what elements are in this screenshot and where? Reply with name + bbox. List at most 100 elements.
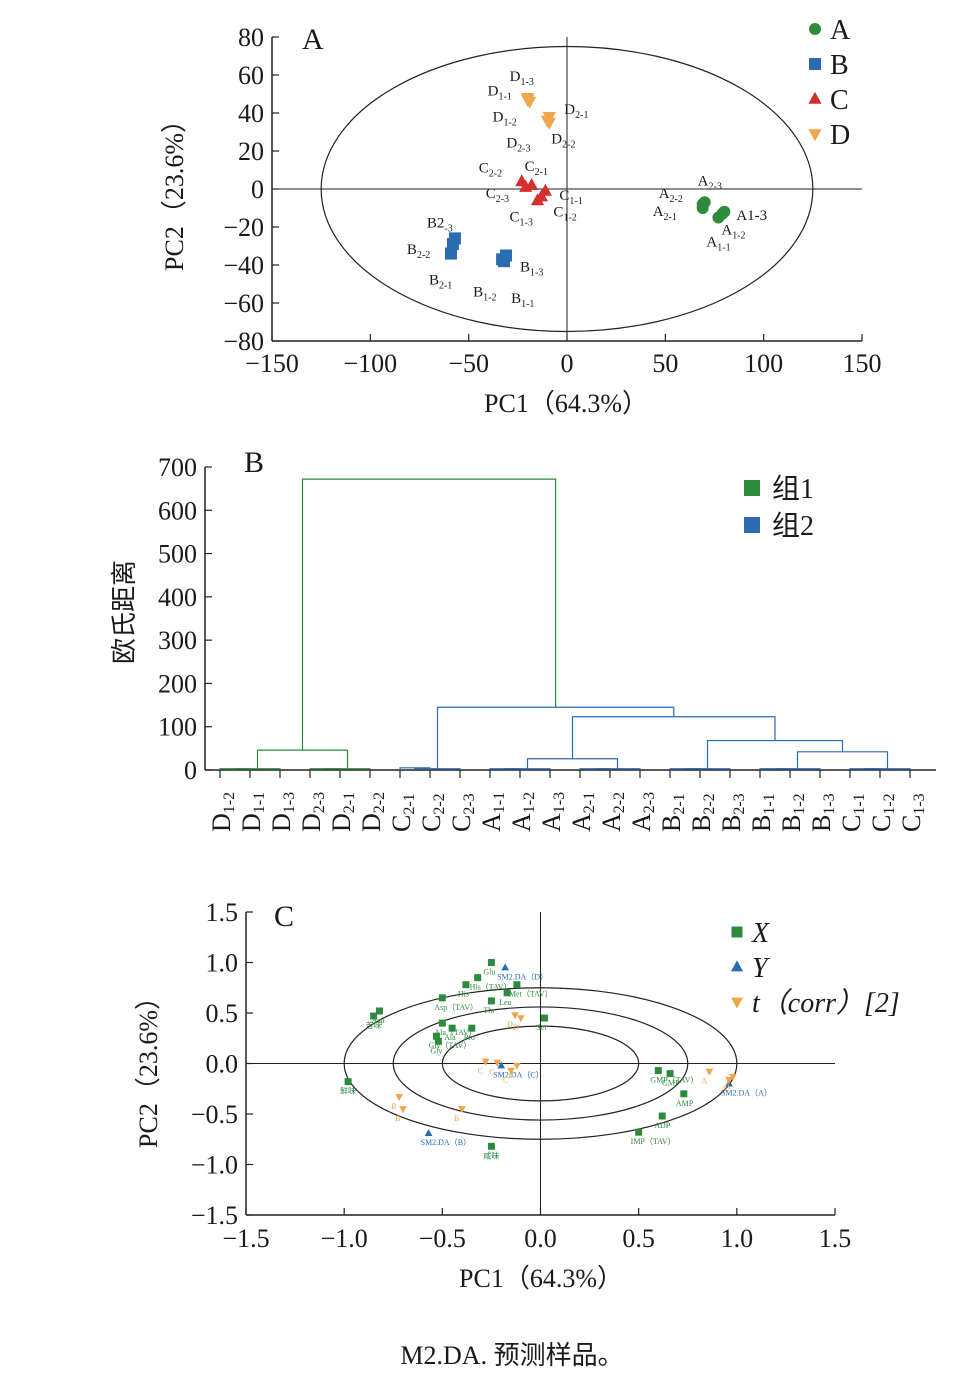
panel-c-point-label: SM2.DA（D） xyxy=(497,973,548,982)
panel-c-point xyxy=(487,1142,495,1150)
panel-b-legend-label: 组2 xyxy=(772,510,814,542)
panel-c-point xyxy=(370,1012,378,1020)
panel-a-point-label: A2-1 xyxy=(653,204,677,223)
panel-b-ytick-label: 600 xyxy=(158,496,197,525)
panel-a-ytick-label: 80 xyxy=(238,23,264,52)
panel-c-point xyxy=(680,1090,688,1098)
figure-caption: M2.DA. 预测样品。 xyxy=(400,1341,623,1370)
panel-c-xtick-label: 0.5 xyxy=(622,1224,655,1253)
panel-c-point-label: His（TAV） xyxy=(470,983,512,992)
panel-c-point-label: GMP（TAV） xyxy=(650,1076,698,1085)
panel-b-leaf-label: A1-2 xyxy=(507,792,538,832)
panel-c-point xyxy=(513,981,521,989)
panel-b-tree xyxy=(219,478,911,770)
panel-c-point xyxy=(432,1032,440,1040)
panel-a-point-a xyxy=(698,196,711,209)
panel-b-leaf-label: C1-2 xyxy=(867,793,898,832)
panel-c-point-label: C xyxy=(478,1066,483,1075)
panel-b-leaf-label: B1-3 xyxy=(807,793,838,832)
panel-a-legend-label: D xyxy=(830,120,850,151)
panel-b-leaf-label: D2-3 xyxy=(297,792,328,832)
panel-a-point-label: B1-2 xyxy=(473,284,496,303)
panel-b-branch xyxy=(325,768,371,770)
panel-b-leaf-label: D1-3 xyxy=(267,792,298,832)
panel-a-ytick-label: −20 xyxy=(223,213,264,242)
panel-c-xtick-label: 1.0 xyxy=(721,1224,754,1253)
panel-a-point-b xyxy=(444,247,457,260)
panel-b-leaf-label: C2-3 xyxy=(447,793,478,832)
panel-c-point xyxy=(468,1024,476,1032)
panel-a-xlabel: PC1（64.3%） xyxy=(484,389,648,418)
panel-a-point-c xyxy=(530,193,545,206)
panel-c-point-label: 鲜味 xyxy=(340,1086,356,1096)
panel-c-xtick-label: −0.5 xyxy=(419,1224,466,1253)
panel-c-point-label: B xyxy=(395,1114,400,1123)
panel-b-letter: B xyxy=(244,446,264,479)
panel-c-point xyxy=(511,1012,519,1020)
panel-c-legend-label: X xyxy=(751,918,770,949)
panel-a-confidence-ellipse xyxy=(320,45,814,333)
panel-c-point-label: C xyxy=(503,1076,508,1085)
panel-c-ytick-label: −1.0 xyxy=(191,1151,238,1180)
panel-c-point-label: C xyxy=(489,1067,494,1076)
panel-a-xtick-label: 100 xyxy=(744,349,783,378)
panel-a-xtick-label: 50 xyxy=(652,349,678,378)
panel-c-point-label: SM2.DA（B） xyxy=(421,1138,471,1147)
panel-c-point xyxy=(462,981,470,989)
panel-c-ytick-label: −1.5 xyxy=(191,1201,238,1230)
panel-c-point-label: Gly（TAV） xyxy=(428,1041,471,1050)
panel-a-xtick-label: −50 xyxy=(448,349,489,378)
panel-c-point xyxy=(458,1106,466,1114)
panel-b-leaf-label: B2-1 xyxy=(657,793,688,832)
panel-c-ytick-label: 1.5 xyxy=(206,898,239,927)
panel-a-point-label: D1-2 xyxy=(493,110,517,129)
panel-a-point-label: B1-3 xyxy=(520,260,543,279)
panel-c-point-label: SM2.DA（A） xyxy=(721,1089,772,1098)
panel-c-point xyxy=(666,1070,674,1078)
panel-a-point-label: B2-1 xyxy=(429,273,452,292)
panel-b-ytick-label: 100 xyxy=(158,713,197,742)
panel-b-branch xyxy=(505,768,551,770)
panel-c-legend-marker xyxy=(731,926,743,938)
panel-c-xtick-label: −1.5 xyxy=(222,1224,269,1253)
panel-c-ytick-label: 0.0 xyxy=(206,1050,239,1079)
panel-a-legend-label: A xyxy=(830,15,851,46)
panel-c-frame xyxy=(245,912,835,1216)
panel-a-xtick-label: 0 xyxy=(561,349,574,378)
panel-a-point-label: C1-2 xyxy=(553,205,576,224)
panel-a-point-label: A1-1 xyxy=(706,235,730,254)
panel-a-point-d xyxy=(540,115,554,128)
panel-a-point-label: A2-2 xyxy=(659,186,683,205)
panel-a-point-label: D1-3 xyxy=(510,69,534,88)
panel-b-leaf-label: A2-2 xyxy=(597,792,628,832)
panel-a-ytick-label: −40 xyxy=(223,251,264,280)
panel-c-ellipse xyxy=(441,1025,640,1102)
panel-a-point-a xyxy=(718,205,731,218)
panel-b-leaf-label: D2-2 xyxy=(357,792,388,832)
panel-b-branch xyxy=(706,739,844,769)
panel-a-point-label: D2-1 xyxy=(564,102,588,121)
panel-b-branch xyxy=(685,768,731,770)
panel-b-branch xyxy=(775,768,821,770)
panel-c-point-label: Leu xyxy=(499,998,511,1007)
panel-b-leaf-label: B1-2 xyxy=(777,793,808,832)
panel-a-point-d xyxy=(521,93,535,105)
panel-a-ylabel: PC2（23.6%） xyxy=(160,107,189,271)
panel-b-leaf-label: C1-1 xyxy=(837,793,868,832)
panel-c-point-label: A xyxy=(725,1082,731,1091)
panel-c-point-label: Ser xyxy=(536,1023,547,1032)
panel-a-point-label: B2-3 xyxy=(427,215,453,234)
panel-c-point xyxy=(501,963,510,971)
panel-b-leaf-label: B1-1 xyxy=(747,793,778,832)
panel-a-xticks: −150 −100 −50 0 50 100 150 xyxy=(245,334,882,378)
panel-c-point-label: 苦味 xyxy=(366,1020,382,1030)
panel-c-point-label: Asp（TAV） xyxy=(434,1003,478,1012)
panel-b-ylabel: 欧氏距离 xyxy=(110,560,139,664)
panel-b-branch xyxy=(526,758,619,769)
panel-c-point-label: A xyxy=(701,1077,707,1086)
panel-b-leaf-label: B2-3 xyxy=(717,793,748,832)
panel-c-xtick-label: 1.5 xyxy=(819,1224,852,1253)
panel-c-point-label: D xyxy=(513,1023,519,1032)
panel-c-letter: C xyxy=(274,900,294,933)
